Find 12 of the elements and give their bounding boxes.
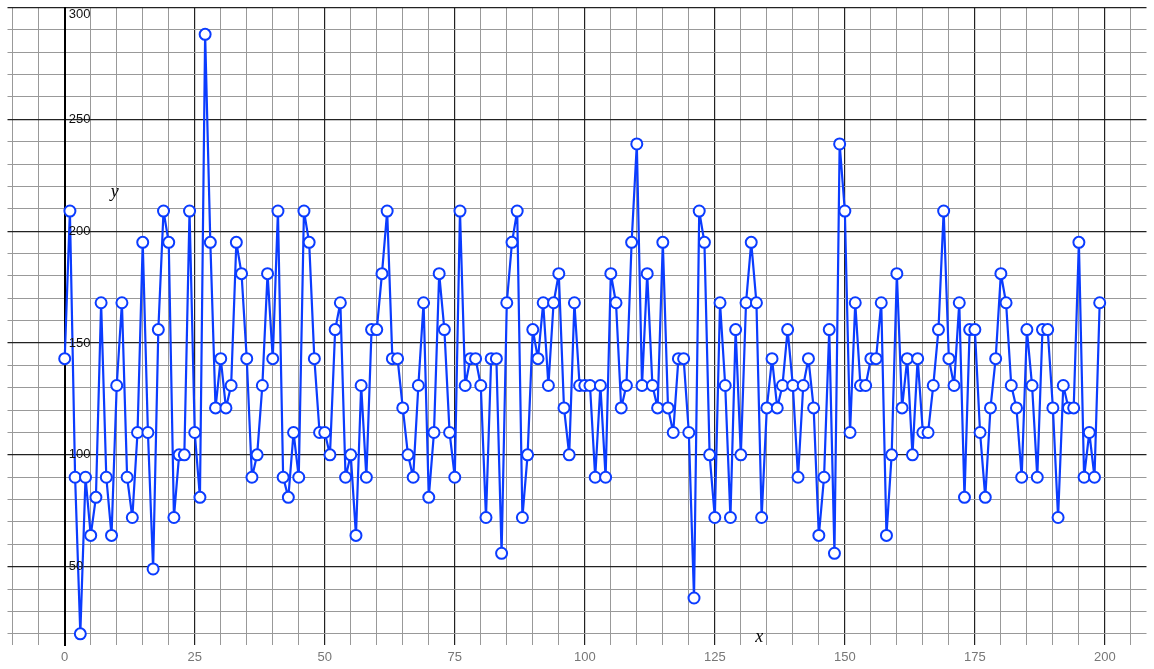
- x-tick-label: 75: [447, 649, 463, 665]
- x-tick-label: 125: [703, 649, 726, 665]
- x-axis-title: x: [754, 625, 764, 646]
- y-tick-label: 300: [68, 6, 91, 22]
- x-tick-label: 100: [573, 649, 596, 665]
- x-tick-label: 0: [61, 649, 69, 665]
- x-tick-label: 175: [964, 649, 986, 665]
- x-tick-label: 200: [1094, 649, 1116, 665]
- y-axis-title: y: [108, 181, 119, 202]
- x-tick-label: 25: [187, 649, 202, 665]
- x-tick-label: 150: [834, 649, 856, 665]
- x-tick-label: 50: [317, 649, 332, 665]
